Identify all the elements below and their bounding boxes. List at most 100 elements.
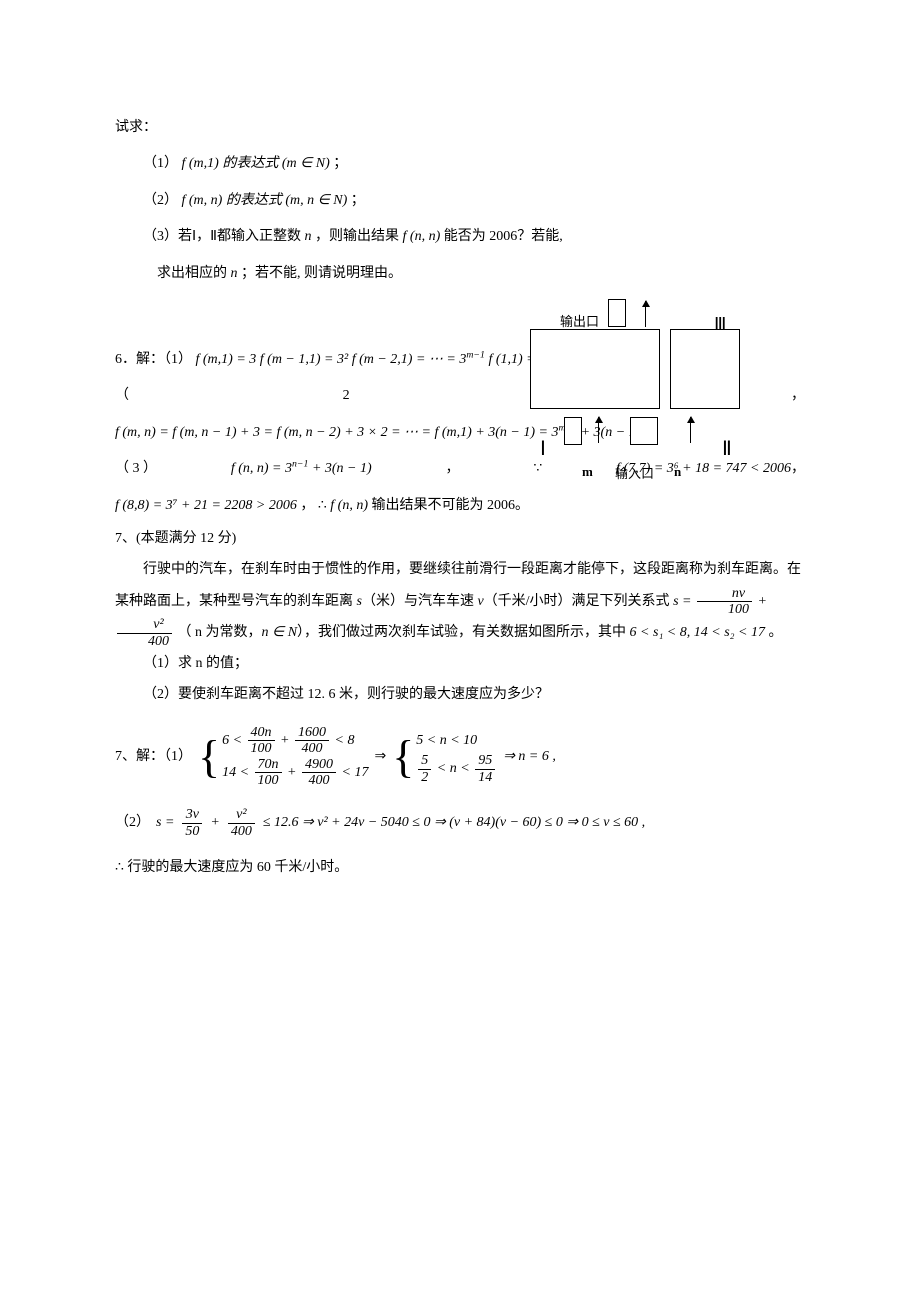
p6-part1-math: f (m,1) 的表达式 (m ∈ N)	[182, 156, 330, 171]
s7-s1r1a: 6 <	[222, 733, 242, 748]
s7-concl: ∴ 行驶的最大速度应为 60 千米/小时。	[115, 850, 805, 886]
p6-part1-post: ；	[333, 156, 347, 171]
s7-s2r2f2d: 14	[475, 769, 495, 785]
s6-l3exp: n−1	[292, 458, 308, 469]
diagram-in-box-mid	[630, 417, 658, 445]
s7-p2f1d: 50	[182, 823, 202, 839]
s7-arrow1: ⇒	[374, 740, 386, 774]
p6-part2-pre: （2）	[143, 193, 178, 208]
p7-q1: （1）求 n 的值；	[115, 649, 805, 680]
s7-p2f2d: 400	[228, 823, 255, 839]
s7-part1: 7、解：（1） { 6 < 40n100 + 1600400 < 8 14 < …	[115, 725, 805, 789]
p7-bd: （ n 为常数，	[178, 626, 262, 641]
p6-part1-pre: （1）	[143, 156, 178, 171]
s7-s1r2a: 14 <	[222, 765, 249, 780]
s7-sys2: { 5 < n < 10 52 < n < 9514	[392, 728, 497, 785]
p7-frac1: nv100	[697, 586, 752, 618]
diagram-roman2: Ⅱ	[722, 423, 732, 475]
s7-s2r1: 5 < n < 10	[416, 728, 497, 753]
s6-line4: f (8,8) = 3⁷ + 21 = 2208 > 2006 ， ∴ f (n…	[115, 488, 805, 524]
s7-s1r1f1d: 100	[248, 740, 275, 756]
diagram-n: n	[674, 455, 681, 489]
s6-l4d: 输出结果不可能为 2006。	[372, 498, 530, 513]
p6-part2-post: ；	[351, 193, 365, 208]
p7-frac2: v²400	[117, 617, 172, 649]
p7-bc: （千米/小时）满足下列关系式	[484, 594, 673, 609]
s6-head: 6．解：（1）	[115, 352, 192, 367]
p6-part3-mid: ，则输出结果	[315, 229, 399, 244]
p6-intro: 试求：	[115, 110, 805, 146]
io-diagram: 输出口 Ⅲ Ⅰ Ⅱ m 输入口 n	[530, 305, 745, 485]
p7-be: ），我们做过两次刹车试验，有关数据如图所示，其中	[297, 626, 630, 641]
s7-s1r1c: < 8	[335, 733, 355, 748]
s6-spread-open: （	[115, 378, 129, 414]
p7-range: 6 < s₁ < 8, 14 < s₂ < 17	[630, 626, 765, 641]
diagram-arrow-out	[645, 301, 646, 327]
s6-l4th: ∴	[318, 498, 327, 513]
s6-l3c: + 3(n − 1)	[308, 461, 371, 476]
s6-l3b: f (n, n) = 3	[231, 461, 292, 476]
p7-bf: 。	[765, 626, 783, 641]
s7-concl-txt: 行驶的最大速度应为 60 千米/小时。	[127, 860, 348, 875]
s6-l4a: f (8,8) = 3⁷ + 21 = 2208 > 2006	[115, 498, 297, 513]
p7-title: 7、(本题满分 12 分)	[115, 524, 805, 555]
p7-nin: n ∈ N	[262, 626, 298, 641]
s7-s1r2f1n: 70n	[255, 757, 282, 772]
s7-p2pre: （2）	[115, 806, 150, 840]
s7-head: 7、解：（1）	[115, 740, 192, 774]
p6-p3-l2a: 求出相应的	[157, 266, 227, 281]
s6-eq2a: f (m, n) = f (m, n − 1) + 3 = f (m, n − …	[115, 425, 559, 440]
p6-part3-l1: （3）若Ⅰ，Ⅱ都输入正整数 n ，则输出结果 f (n, n) 能否为 2006…	[115, 219, 805, 255]
p7-f2d: 400	[117, 633, 172, 649]
s7-s1r1f2d: 400	[295, 740, 329, 756]
p7-eqs: s =	[673, 594, 691, 609]
s6-l4b: ，	[300, 498, 314, 513]
s7-s2r2f2n: 95	[475, 753, 495, 768]
s7-s2r2f1d: 2	[418, 769, 431, 785]
s7-p2a: ≤ 12.6 ⇒ v² + 24v − 5040 ≤ 0 ⇒ (v + 84)(…	[263, 806, 645, 840]
diagram-m: m	[582, 455, 593, 489]
p7-body: 行驶中的汽车，在刹车时由于惯性的作用，要继续往前滑行一段距离才能停下，这段距离称…	[115, 555, 805, 650]
p7-q2: （2）要使刹车距离不超过 12. 6 米，则行驶的最大速度应为多少？	[115, 680, 805, 711]
p6-part2: （2） f (m, n) 的表达式 (m, n ∈ N) ；	[115, 183, 805, 219]
p6-part3-f: f (n, n)	[403, 229, 441, 244]
s7-s1r1b: +	[280, 733, 289, 748]
p6-part3-pre: （3）若Ⅰ，Ⅱ都输入正整数	[143, 229, 301, 244]
diagram-roman1: Ⅰ	[540, 423, 546, 475]
s7-part2: （2） s = 3v50 + v²400 ≤ 12.6 ⇒ v² + 24v −…	[115, 806, 805, 840]
s7-s1r1f1n: 40n	[248, 725, 275, 740]
p7-bb: （米）与汽车车速	[362, 594, 478, 609]
s7-s1r2f1d: 100	[255, 772, 282, 788]
diagram-arrow-in-1	[598, 417, 599, 443]
p6-part3-n: n	[305, 229, 312, 244]
diagram-box-right	[670, 329, 740, 409]
s6-l3a: （ 3 ）	[115, 451, 157, 487]
p6-part1: （1） f (m,1) 的表达式 (m ∈ N) ；	[115, 146, 805, 182]
s7-concl-th: ∴	[115, 860, 124, 875]
s7-s1r2f2n: 4900	[302, 757, 336, 772]
diagram-box-left	[530, 329, 660, 409]
p6-part2-math: f (m, n) 的表达式 (m, n ∈ N)	[182, 193, 348, 208]
s6-l3comma: ，	[446, 451, 460, 487]
s7-s1r2c: < 17	[342, 765, 369, 780]
s7-p2f2n: v²	[228, 807, 255, 822]
s7-s2r2mid: < n <	[437, 762, 470, 777]
p7-f1n: nv	[697, 586, 752, 601]
p7-f2n: v²	[117, 617, 172, 632]
s7-sys1: { 6 < 40n100 + 1600400 < 8 14 < 70n100 +…	[198, 725, 368, 789]
p7-f1d: 100	[697, 601, 752, 617]
diagram-arrow-in-2	[690, 417, 691, 443]
s6-spread-mid: 2	[343, 378, 350, 414]
page-root: 输出口 Ⅲ Ⅰ Ⅱ m 输入口 n 试求： （1） f (m,1) 的表达式 (…	[115, 110, 805, 886]
s7-s2r2f1n: 5	[418, 753, 431, 768]
s7-s1r1f2n: 1600	[295, 725, 329, 740]
p7-plus: +	[757, 594, 766, 609]
s7-p2f1n: 3v	[182, 807, 202, 822]
s7-s1r2b: +	[287, 765, 296, 780]
p6-p3-l2n: n	[231, 266, 238, 281]
s6-spread-end: ，	[791, 378, 805, 414]
s7-p2s: s =	[156, 806, 174, 840]
s7-p2plus: +	[210, 806, 219, 840]
s6-eq1: f (m,1) = 3 f (m − 1,1) = 3² f (m − 2,1)…	[196, 352, 467, 367]
diagram-out-box	[608, 299, 626, 327]
